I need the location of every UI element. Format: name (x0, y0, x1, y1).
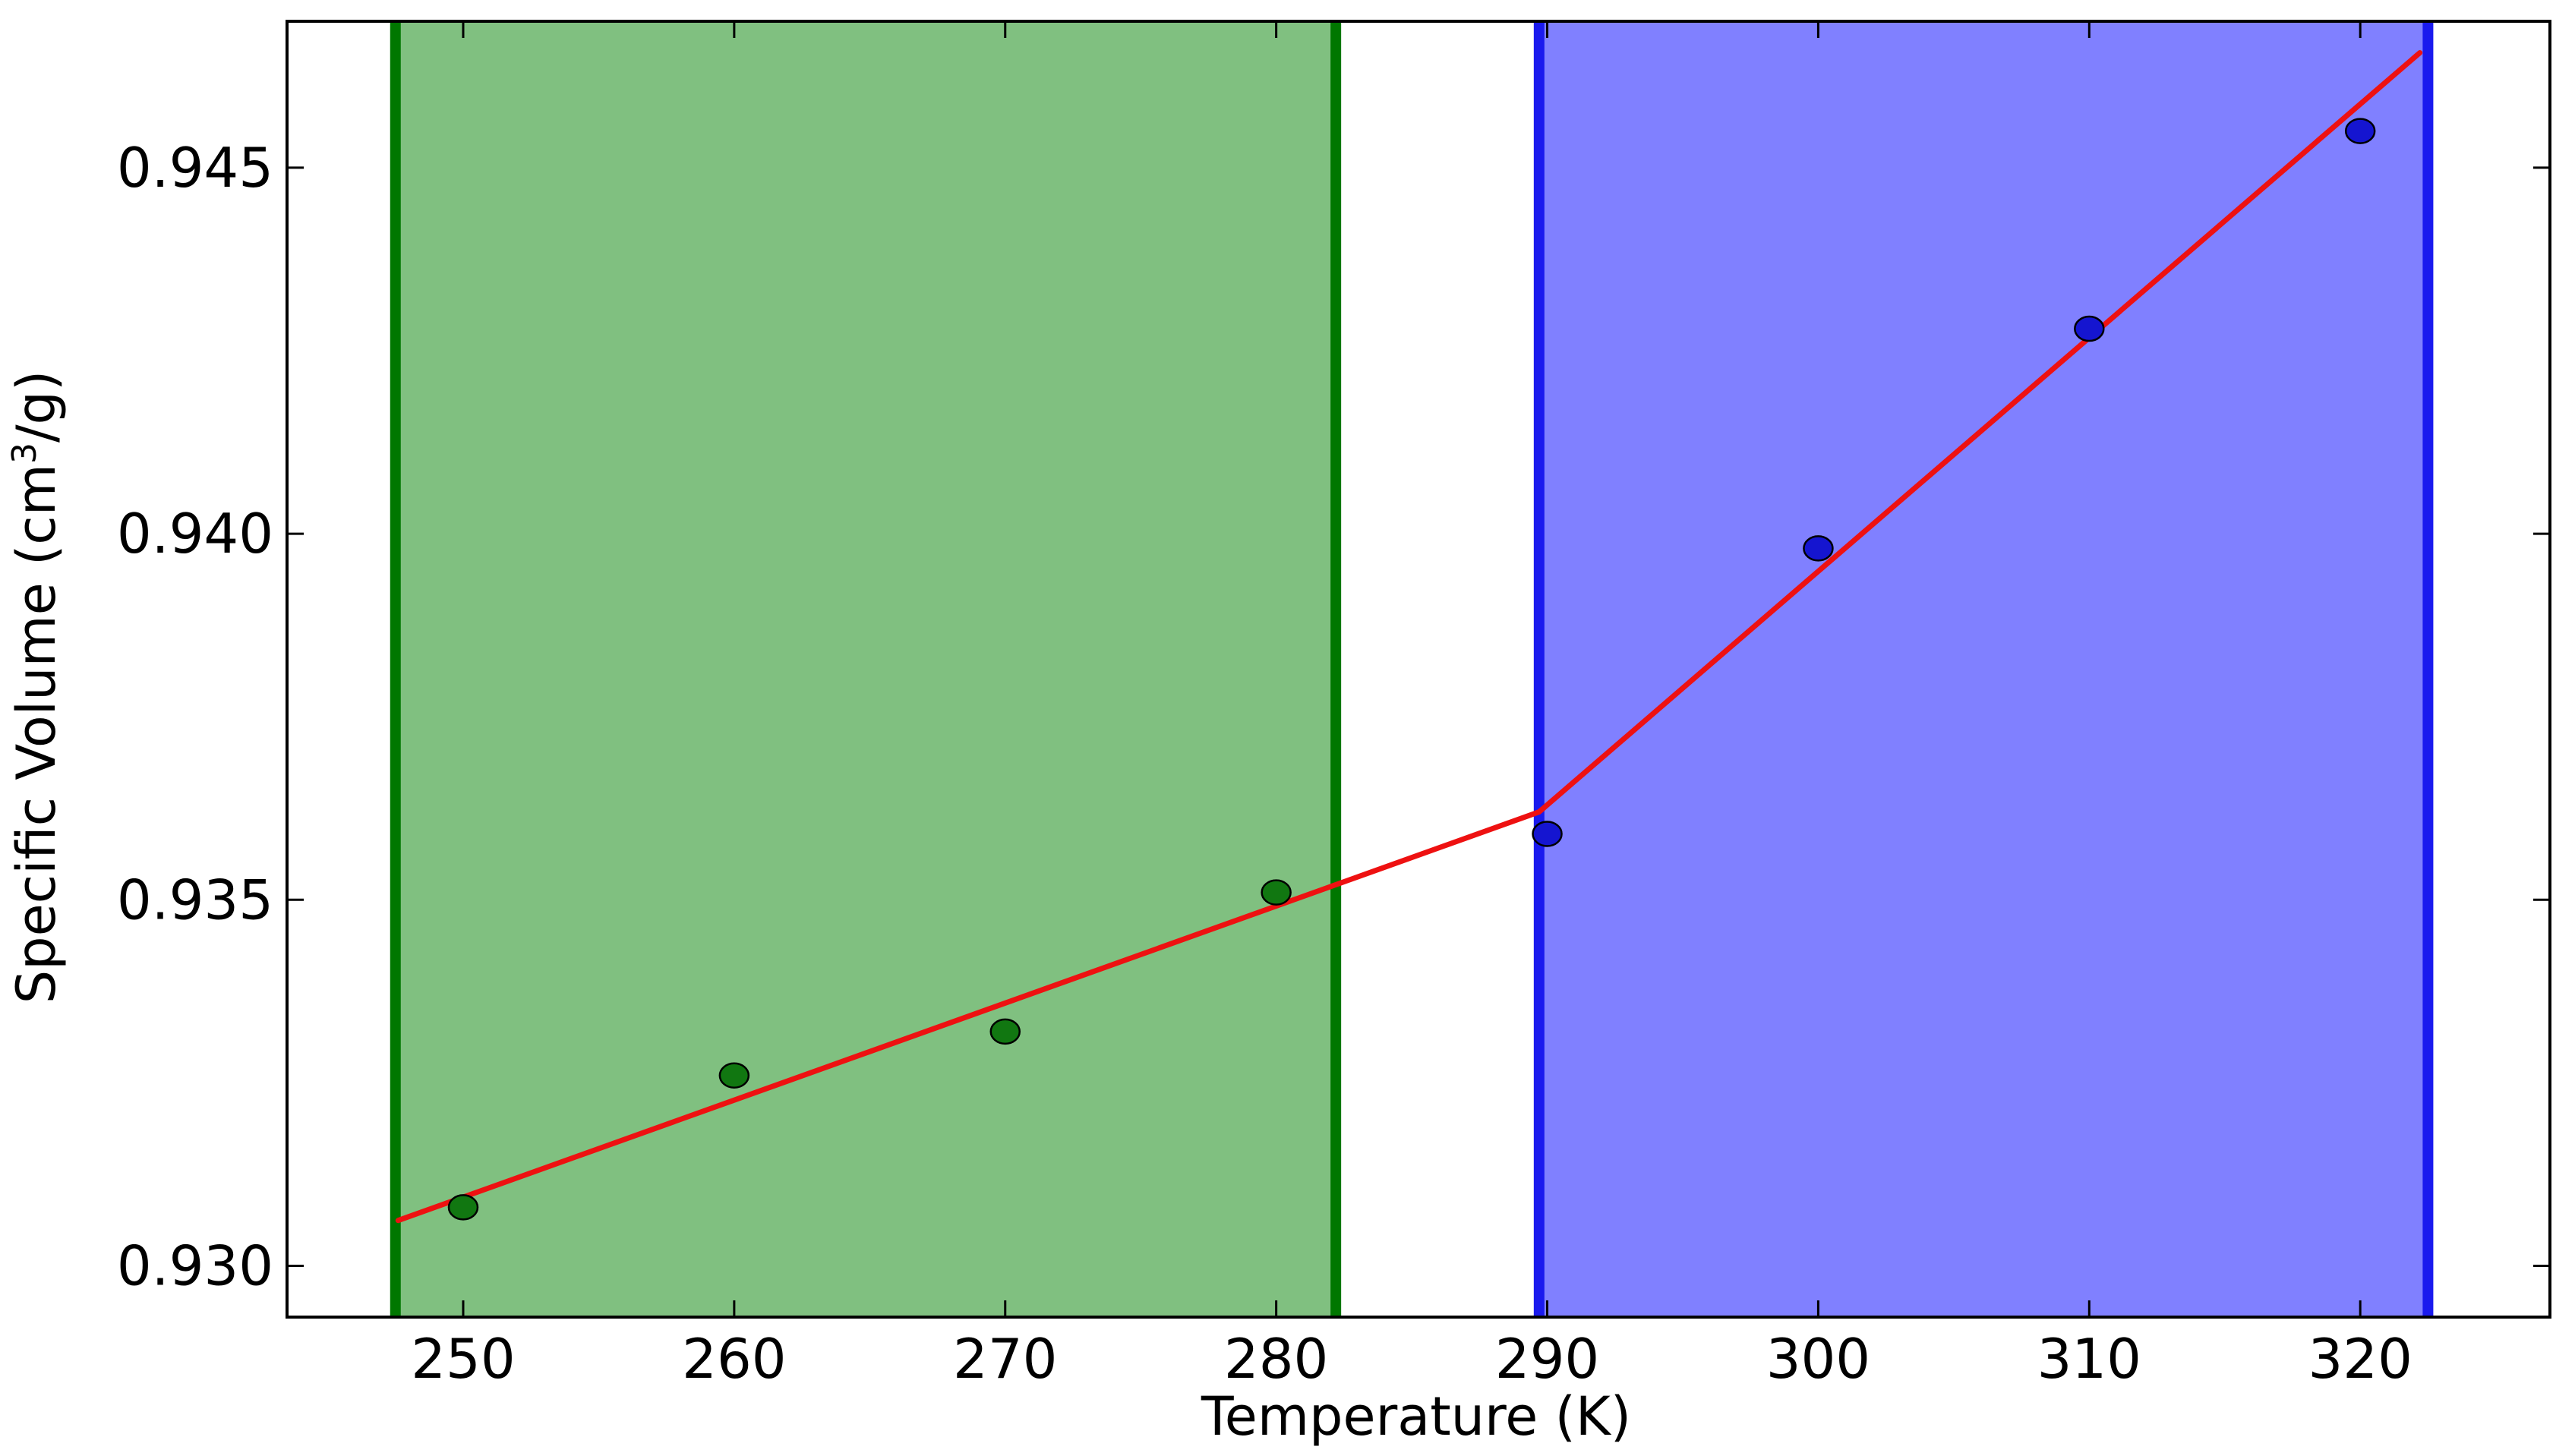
data-point-series1-2 (718, 1062, 750, 1089)
y-tick-label-2: 0.935 (117, 868, 273, 931)
shaded-regions (390, 21, 2434, 1317)
x-tick-label-270: 270 (953, 1327, 1057, 1391)
shaded-region-1 (395, 21, 1336, 1317)
x-tick-label-280: 280 (1224, 1327, 1328, 1391)
y-tick-label-4: 0.945 (117, 136, 273, 200)
data-point-series1-1 (447, 1194, 479, 1221)
data-point-series2-1 (1532, 821, 1563, 847)
data-point-series2-4 (2344, 118, 2376, 144)
data-points (447, 118, 2376, 1221)
axis-ticks: 250 260 270 280 290 300 310 320 0.930 0.935 0.940 0… (117, 21, 2550, 1391)
fit-line-2 (1536, 49, 2423, 815)
x-tick-label-250: 250 (411, 1327, 515, 1391)
x-tick-label-290: 290 (1495, 1327, 1599, 1391)
data-point-series1-3 (989, 1018, 1021, 1045)
x-axis-label: Temperature (K) (1201, 1385, 1631, 1448)
data-point-series1-4 (1261, 879, 1292, 906)
x-tick-label-310: 310 (2037, 1327, 2141, 1391)
data-point-series2-2 (1803, 535, 1834, 562)
y-tick-label-1: 0.930 (117, 1234, 273, 1297)
x-tick-label-320: 320 (2308, 1327, 2412, 1391)
y-axis-label-tail: /g) (5, 370, 68, 443)
x-tick-label-260: 260 (682, 1327, 786, 1391)
y-axis-label-sup: 3 (5, 443, 44, 464)
x-tick-label-300: 300 (1766, 1327, 1870, 1391)
y-axis-label-main: Specific Volume (cm (5, 464, 68, 1004)
plot-frame (286, 20, 2551, 1319)
fit-line-1 (395, 809, 1542, 1224)
fit-lines (395, 49, 2423, 1224)
data-point-series2-3 (2074, 315, 2105, 342)
y-tick-label-3: 0.940 (117, 502, 273, 566)
y-axis-label: Specific Volume (cm3/g) (5, 370, 68, 1004)
shaded-region-2 (1538, 21, 2428, 1317)
